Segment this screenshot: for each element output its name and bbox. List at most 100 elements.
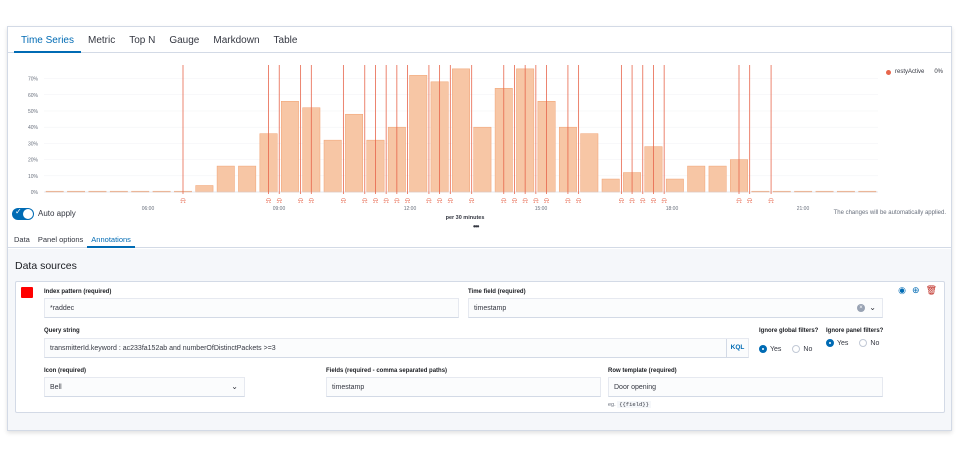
index-pattern-input[interactable]: *raddec: [44, 298, 459, 318]
auto-apply-toggle[interactable]: ✓: [12, 207, 34, 220]
x-axis-title: per 30 minutes: [446, 215, 485, 221]
add-icon[interactable]: ⊕: [912, 285, 920, 295]
ignore-global-no-label: No: [803, 345, 813, 353]
x-tick-label: 09:00: [273, 206, 286, 212]
ignore-global-no-radio[interactable]: [792, 345, 801, 353]
tab-table[interactable]: Table: [273, 35, 298, 46]
query-string-input[interactable]: transmitterId.keyword : ac233fa152ab and…: [44, 338, 749, 358]
y-tick-label: 10%: [28, 174, 39, 180]
kql-toggle-button[interactable]: KQL: [726, 339, 748, 357]
tab-annotations[interactable]: Annotations: [87, 232, 135, 248]
fields-label: Fields (required - comma separated paths…: [326, 368, 448, 374]
visualization-editor: Time Series Metric Top N Gauge Markdown …: [7, 26, 952, 431]
time-series-chart: 0% 10% 20% 30% 40% 50% 60% 70% ⍾ ⍾ ⍾ ⍾ ⍾ ⍾ ⍾ ⍾ ⍾ ⍾ ⍾ ⍾ ⍾ ⍾ ⍾ ⍾ ⍾…: [8, 57, 951, 222]
tab-panel-options[interactable]: Panel options: [37, 235, 84, 244]
row-template-value: Door opening: [614, 384, 657, 391]
row-template-input[interactable]: Door opening: [608, 377, 883, 397]
bell-icon: ⍾: [544, 196, 550, 205]
bell-icon: ⍾: [629, 196, 635, 205]
time-field-value: timestamp: [474, 305, 507, 312]
bar: [238, 165, 257, 193]
bar: [473, 126, 492, 193]
bar: [409, 75, 428, 193]
icon-label: Icon (required): [44, 368, 87, 374]
auto-apply-label: Auto apply: [38, 209, 76, 218]
time-field-select[interactable]: timestamp × ⌄: [468, 298, 883, 318]
bell-icon: ⍾: [277, 196, 283, 205]
ignore-panel-yes-label: Yes: [837, 339, 849, 347]
tab-markdown[interactable]: Markdown: [213, 35, 260, 46]
bell-icon: ⍾: [512, 196, 518, 205]
bar: [452, 68, 470, 193]
bell-icon: ⍾: [448, 196, 454, 205]
ignore-panel-no-radio[interactable]: [859, 339, 868, 347]
bell-icon: ⍾: [394, 196, 400, 205]
bell-icon: ⍾: [501, 196, 507, 205]
legend-label: restyActive: [894, 69, 925, 75]
bell-icon: ⍾: [565, 196, 571, 205]
trash-icon[interactable]: 🗑: [925, 285, 937, 295]
ignore-global-filters-group: Yes No: [759, 345, 820, 353]
x-tick-label: 15:00: [535, 206, 548, 212]
visualization-type-tabs: Time Series Metric Top N Gauge Markdown …: [8, 27, 951, 53]
bell-icon: ⍾: [384, 196, 390, 205]
x-tick-label: 21:00: [797, 206, 810, 212]
chart-legend[interactable]: restyActive 0%: [885, 69, 943, 75]
time-field-label: Time field (required): [468, 289, 526, 295]
tab-gauge[interactable]: Gauge: [169, 35, 200, 46]
icon-value: Bell: [50, 384, 62, 391]
y-tick-label: 30%: [28, 141, 39, 147]
ignore-panel-yes-radio[interactable]: [826, 339, 834, 347]
ignore-panel-no-label: No: [870, 339, 880, 347]
bell-icon: ⍾: [437, 196, 443, 205]
bar: [216, 165, 235, 193]
bell-icon: ⍾: [576, 196, 582, 205]
bell-icon: ⍾: [373, 196, 379, 205]
bell-icon: ⍾: [309, 196, 315, 205]
x-tick-label: 18:00: [666, 206, 679, 212]
tab-data[interactable]: Data: [14, 235, 30, 244]
chevron-down-icon: ⌄: [231, 382, 238, 391]
bell-icon: ⍾: [768, 196, 774, 205]
tab-metric[interactable]: Metric: [87, 35, 116, 46]
row-template-help-prefix: eg.: [608, 402, 616, 408]
bar: [665, 178, 684, 193]
icon-select[interactable]: Bell ⌄: [44, 377, 245, 397]
query-string-label: Query string: [44, 328, 80, 334]
bell-icon: ⍾: [523, 196, 529, 205]
y-tick-label: 60%: [28, 93, 39, 99]
row-template-help: eg. {{field}}: [608, 401, 651, 408]
eye-icon[interactable]: ◉: [898, 285, 907, 295]
ignore-global-filters-label: Ignore global filters?: [759, 328, 819, 334]
bell-icon: ⍾: [651, 196, 657, 205]
tab-top-n[interactable]: Top N: [129, 35, 156, 46]
chevron-down-icon: ⌄: [869, 303, 876, 312]
ignore-panel-filters-group: Yes No: [826, 339, 887, 347]
bell-icon: ⍾: [341, 196, 347, 205]
bar: [687, 165, 706, 193]
fields-value: timestamp: [332, 384, 365, 391]
bell-icon: ⍾: [405, 196, 411, 205]
bar: [323, 139, 342, 193]
clear-icon[interactable]: ×: [857, 304, 865, 312]
bell-icon: ⍾: [619, 196, 625, 205]
bell-icon: ⍾: [736, 196, 742, 205]
row-template-help-code: {{field}}: [617, 401, 651, 408]
bar: [601, 178, 620, 193]
resize-handle-icon[interactable]: •••: [473, 222, 479, 231]
query-string-value: transmitterId.keyword : ac233fa152ab and…: [50, 345, 276, 352]
y-tick-label: 50%: [28, 109, 39, 115]
bar: [580, 133, 599, 193]
y-tick-label: 40%: [28, 125, 39, 131]
ignore-global-yes-label: Yes: [770, 345, 782, 353]
bell-icon: ⍾: [640, 196, 646, 205]
index-pattern-value: *raddec: [50, 305, 75, 312]
annotation-color-picker[interactable]: [21, 287, 33, 298]
tab-time-series[interactable]: Time Series: [14, 27, 81, 53]
bell-icon: ⍾: [180, 196, 186, 205]
bell-icon: ⍾: [747, 196, 753, 205]
ignore-global-yes-radio[interactable]: [759, 345, 767, 353]
fields-input[interactable]: timestamp: [326, 377, 601, 397]
bell-icon: ⍾: [662, 196, 668, 205]
x-tick-label: 12:00: [404, 206, 417, 212]
